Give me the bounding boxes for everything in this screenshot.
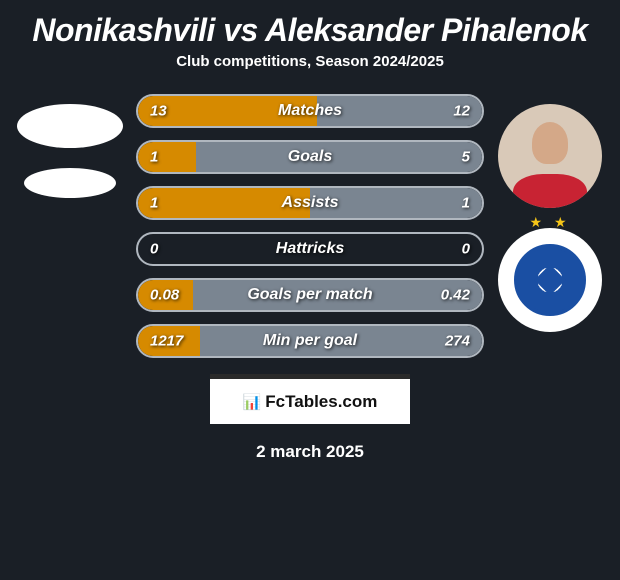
bar-right-fill [196, 142, 482, 172]
source-badge: 📊 FcTables.com [210, 374, 410, 424]
source-text: FcTables.com [265, 392, 377, 412]
stat-right-value: 274 [445, 333, 470, 350]
left-club-badge-placeholder [24, 168, 116, 198]
left-player-column [10, 94, 130, 198]
stat-left-value: 0.08 [150, 287, 179, 304]
stat-right-value: 0.42 [441, 287, 470, 304]
stat-right-value: 0 [462, 241, 470, 258]
stat-left-value: 1 [150, 195, 158, 212]
stat-row: 1 5 Goals [136, 140, 484, 174]
stat-left-value: 13 [150, 103, 167, 120]
stat-label: Goals per match [247, 286, 372, 304]
bar-left-fill [138, 142, 196, 172]
stat-label: Assists [282, 194, 339, 212]
page-title: Nonikashvili vs Aleksander Pihalenok [0, 0, 620, 53]
stat-row: 1217 274 Min per goal [136, 324, 484, 358]
stat-row: 0.08 0.42 Goals per match [136, 278, 484, 312]
stats-bars: 13 12 Matches 1 5 Goals 1 1 Assists 0 0 Hattricks 0.… [130, 94, 490, 358]
stat-label: Matches [278, 102, 342, 120]
right-player-column: ★ ★ [490, 94, 610, 332]
stat-label: Hattricks [276, 240, 344, 258]
right-club-badge: ★ ★ [498, 228, 602, 332]
club-crest-icon [514, 244, 586, 316]
stat-right-value: 1 [462, 195, 470, 212]
stat-right-value: 5 [462, 149, 470, 166]
stat-right-value: 12 [453, 103, 470, 120]
stat-row: 13 12 Matches [136, 94, 484, 128]
left-player-avatar-placeholder [17, 104, 123, 148]
subtitle: Club competitions, Season 2024/2025 [0, 53, 620, 94]
right-player-avatar [498, 104, 602, 208]
club-stars-icon: ★ ★ [530, 214, 571, 231]
chart-icon: 📊 [243, 393, 260, 411]
stat-left-value: 1217 [150, 333, 183, 350]
stat-label: Goals [288, 148, 332, 166]
stat-row: 0 0 Hattricks [136, 232, 484, 266]
date-label: 2 march 2025 [0, 442, 620, 462]
stat-left-value: 0 [150, 241, 158, 258]
stat-label: Min per goal [263, 332, 357, 350]
stat-left-value: 1 [150, 149, 158, 166]
comparison-content: 13 12 Matches 1 5 Goals 1 1 Assists 0 0 Hattricks 0.… [0, 94, 620, 358]
stat-row: 1 1 Assists [136, 186, 484, 220]
